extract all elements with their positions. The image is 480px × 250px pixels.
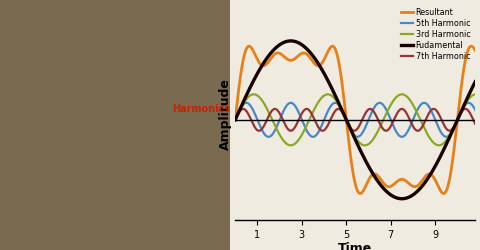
Resultant <box>472 49 478 52</box>
Line: 7th Harmonic: 7th Harmonic <box>235 109 475 131</box>
7th Harmonic <box>468 113 473 116</box>
3rd Harmonic <box>468 95 473 98</box>
5th Harmonic <box>260 130 265 133</box>
3rd Harmonic <box>362 144 368 147</box>
3rd Harmonic <box>335 101 341 104</box>
Resultant <box>260 64 265 67</box>
7th Harmonic <box>274 108 280 111</box>
5th Harmonic <box>444 135 449 138</box>
7th Harmonic <box>232 118 238 121</box>
Fudamental <box>288 40 294 42</box>
Fudamental <box>399 197 405 200</box>
5th Harmonic <box>377 101 383 104</box>
Fudamental <box>442 146 448 149</box>
Resultant <box>232 118 238 121</box>
Resultant <box>324 51 330 54</box>
5th Harmonic <box>468 102 473 105</box>
Line: Fudamental: Fudamental <box>235 41 475 199</box>
7th Harmonic <box>335 108 340 110</box>
Text: Harmonics: Harmonics <box>172 104 230 115</box>
Line: 3rd Harmonic: 3rd Harmonic <box>235 94 475 145</box>
3rd Harmonic <box>232 118 238 121</box>
3rd Harmonic <box>442 141 448 144</box>
Resultant <box>274 52 280 54</box>
7th Harmonic <box>462 108 468 110</box>
3rd Harmonic <box>260 100 265 103</box>
3rd Harmonic <box>274 128 280 131</box>
Fudamental <box>324 78 330 81</box>
Fudamental <box>472 80 478 83</box>
5th Harmonic <box>442 135 447 138</box>
5th Harmonic <box>324 111 330 114</box>
Fudamental <box>274 46 280 48</box>
3rd Harmonic <box>325 93 331 96</box>
3rd Harmonic <box>324 93 330 96</box>
Fudamental <box>232 118 238 121</box>
7th Harmonic <box>260 127 265 130</box>
7th Harmonic <box>324 125 330 128</box>
Line: 5th Harmonic: 5th Harmonic <box>235 103 475 137</box>
X-axis label: Time: Time <box>338 242 372 250</box>
5th Harmonic <box>472 108 478 111</box>
5th Harmonic <box>274 125 280 128</box>
Resultant <box>468 45 473 48</box>
Resultant <box>441 192 446 195</box>
Y-axis label: Amplitude: Amplitude <box>219 78 232 150</box>
Resultant <box>442 192 448 194</box>
Line: Resultant: Resultant <box>235 46 475 194</box>
Fudamental <box>335 99 341 102</box>
5th Harmonic <box>335 102 340 105</box>
Resultant <box>246 45 252 48</box>
Legend: Resultant, 5th Harmonic, 3rd Harmonic, Fudamental, 7th Harmonic: Resultant, 5th Harmonic, 3rd Harmonic, F… <box>400 7 471 62</box>
5th Harmonic <box>232 118 238 121</box>
Resultant <box>335 56 341 58</box>
Fudamental <box>260 63 265 66</box>
7th Harmonic <box>472 122 478 125</box>
Fudamental <box>468 90 473 92</box>
7th Harmonic <box>415 129 420 132</box>
7th Harmonic <box>442 125 447 128</box>
3rd Harmonic <box>472 93 478 96</box>
